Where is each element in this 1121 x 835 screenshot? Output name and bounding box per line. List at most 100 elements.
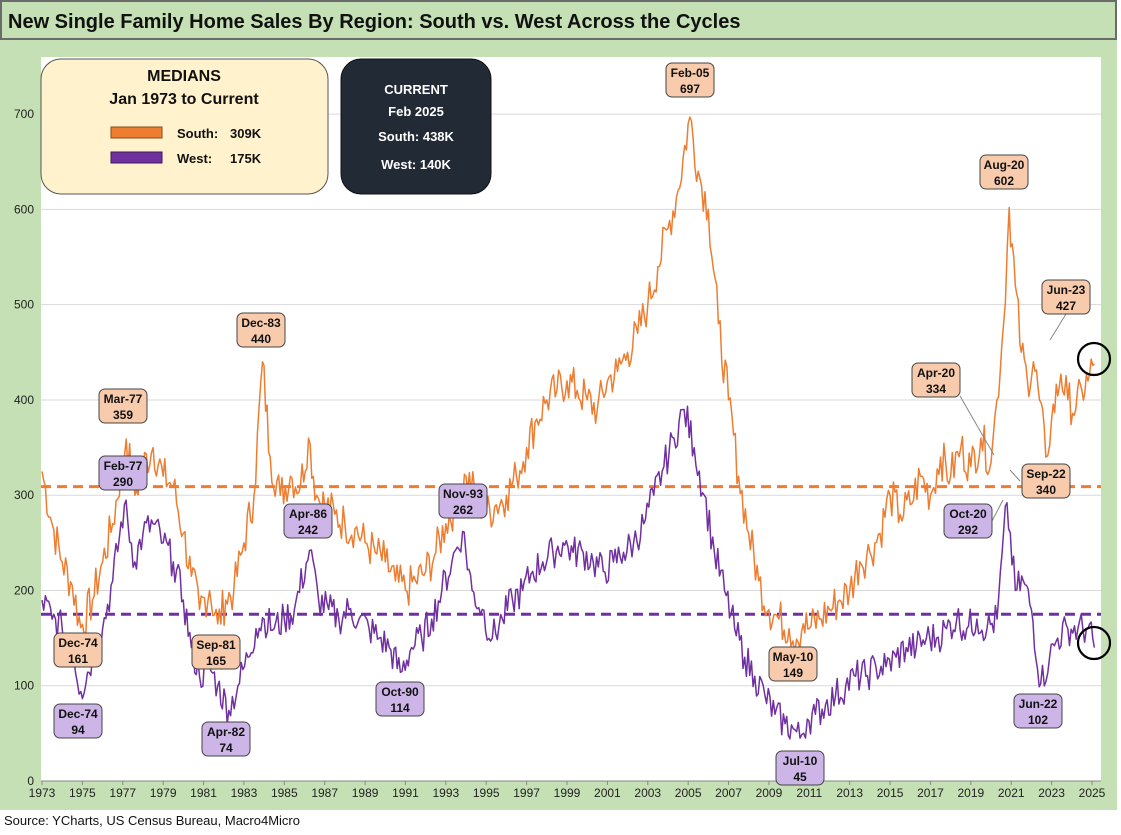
x-tick-label: 1981 (190, 786, 217, 800)
annotation-value: 292 (958, 523, 978, 537)
current-south-marker (1076, 341, 1112, 377)
annotation-box (768, 646, 818, 682)
x-tick-label: 2017 (917, 786, 944, 800)
west-legend-swatch (110, 151, 163, 164)
current-date: Feb 2025 (388, 104, 444, 119)
annotation-south-sep-81: Sep-81 165 (191, 634, 241, 670)
x-tick-label: 2007 (715, 786, 742, 800)
annotation-value: 102 (1028, 713, 1048, 727)
annotation-date: Sep-81 (196, 638, 236, 652)
current-box: CURRENT Feb 2025 South: 438K West: 140K (340, 58, 492, 195)
south-legend-value: 309K (230, 126, 262, 141)
annotation-date: Jul-10 (783, 754, 818, 768)
annotation-south-jun-23: Jun-23 427 (1041, 279, 1091, 341)
source-note: Source: YCharts, US Census Bureau, Macro… (4, 813, 300, 828)
annotation-value: 290 (113, 475, 133, 489)
annotation-south-dec-74: Dec-74 161 (53, 632, 103, 668)
x-tick-label: 1997 (513, 786, 540, 800)
annotation-date: Feb-77 (104, 459, 143, 473)
x-tick-label: 2025 (1079, 786, 1106, 800)
annotation-date: Jun-22 (1019, 697, 1058, 711)
annotation-west-nov-93: Nov-93 262 (438, 483, 488, 519)
annotation-box (1041, 279, 1091, 315)
annotation-leader (1049, 313, 1067, 341)
annotation-date: Nov-93 (443, 487, 483, 501)
annotation-value: 161 (68, 652, 88, 666)
x-tick-label: 2003 (634, 786, 661, 800)
x-tick-label: 2005 (675, 786, 702, 800)
annotation-box (943, 503, 993, 539)
annotation-value: 165 (206, 654, 226, 668)
y-tick-label: 600 (14, 202, 34, 216)
x-tick-label: 2023 (1038, 786, 1065, 800)
annotation-value: 262 (453, 503, 473, 517)
annotation-date: Apr-20 (917, 366, 955, 380)
medians-title: MEDIANS (147, 68, 221, 85)
x-tick-label: 1987 (311, 786, 338, 800)
annotation-value: 334 (926, 382, 946, 396)
x-tick-label: 1999 (554, 786, 581, 800)
annotation-box (98, 455, 148, 491)
x-tick-label: 2013 (836, 786, 863, 800)
south-legend-label: South: (177, 126, 218, 141)
annotation-box (375, 681, 425, 717)
current-west: West: 140K (381, 157, 451, 172)
annotation-box (236, 312, 286, 348)
annotation-west-apr-82: Apr-82 74 (201, 721, 251, 757)
west-legend-value: 175K (230, 151, 262, 166)
annotation-box (438, 483, 488, 519)
annotation-value: 114 (390, 701, 410, 715)
annotation-value: 340 (1036, 483, 1056, 497)
annotation-west-oct-20: Oct-20 292 (943, 499, 1004, 539)
annotation-south-dec-83: Dec-83 440 (236, 312, 286, 348)
annotations: Mar-77 359 Dec-74 161 Dec-83 440 Sep-81 165 Feb-… (53, 62, 1091, 786)
annotation-box (53, 632, 103, 668)
y-tick-label: 200 (14, 583, 34, 597)
annotation-date: Oct-90 (381, 685, 419, 699)
x-tick-label: 1977 (109, 786, 136, 800)
title-bar: New Single Family Home Sales By Region: … (0, 0, 1117, 40)
annotation-date: Mar-77 (104, 392, 143, 406)
x-tick-label: 2019 (957, 786, 984, 800)
y-axis-ticks: 0 100 200 300 400 500 600 700 (14, 107, 34, 788)
annotation-west-apr-86: Apr-86 242 (283, 503, 333, 539)
x-tick-label: 1973 (29, 786, 56, 800)
annotation-date: Apr-82 (207, 725, 245, 739)
current-west-marker (1076, 625, 1112, 661)
x-tick-label: 1975 (69, 786, 96, 800)
annotation-leader (1009, 469, 1021, 482)
annotation-date: Oct-20 (949, 507, 987, 521)
series-lines (41, 116, 1096, 740)
annotation-box (1013, 693, 1063, 729)
annotation-leader (959, 395, 995, 456)
x-tick-label: 2009 (756, 786, 783, 800)
annotation-value: 440 (251, 332, 271, 346)
y-tick-label: 100 (14, 679, 34, 693)
annotation-south-feb-05: Feb-05 697 (665, 62, 715, 98)
annotation-date: Jun-23 (1047, 283, 1086, 297)
series-line-west (41, 405, 1096, 740)
x-tick-label: 1993 (432, 786, 459, 800)
annotation-value: 149 (783, 666, 803, 680)
y-tick-label: 300 (14, 488, 34, 502)
current-title: CURRENT (384, 82, 448, 97)
annotation-date: Dec-74 (58, 707, 98, 721)
medians-subtitle: Jan 1973 to Current (109, 91, 259, 108)
chart-title: New Single Family Home Sales By Region: … (8, 11, 741, 33)
annotation-value: 242 (298, 523, 318, 537)
annotation-date: Dec-74 (58, 636, 98, 650)
x-tick-label: 2021 (998, 786, 1025, 800)
annotation-box (98, 388, 148, 424)
annotation-date: Apr-86 (289, 507, 327, 521)
y-tick-label: 400 (14, 393, 34, 407)
x-tick-label: 1983 (231, 786, 258, 800)
y-tick-label: 700 (14, 107, 34, 121)
annotation-value: 74 (219, 741, 233, 755)
annotation-south-may-10: May-10 149 (768, 646, 818, 682)
annotation-west-oct-90: Oct-90 114 (375, 681, 425, 717)
annotation-value: 427 (1056, 299, 1076, 313)
annotation-box (775, 750, 825, 786)
annotation-value: 45 (793, 770, 807, 784)
annotation-box (979, 154, 1029, 190)
